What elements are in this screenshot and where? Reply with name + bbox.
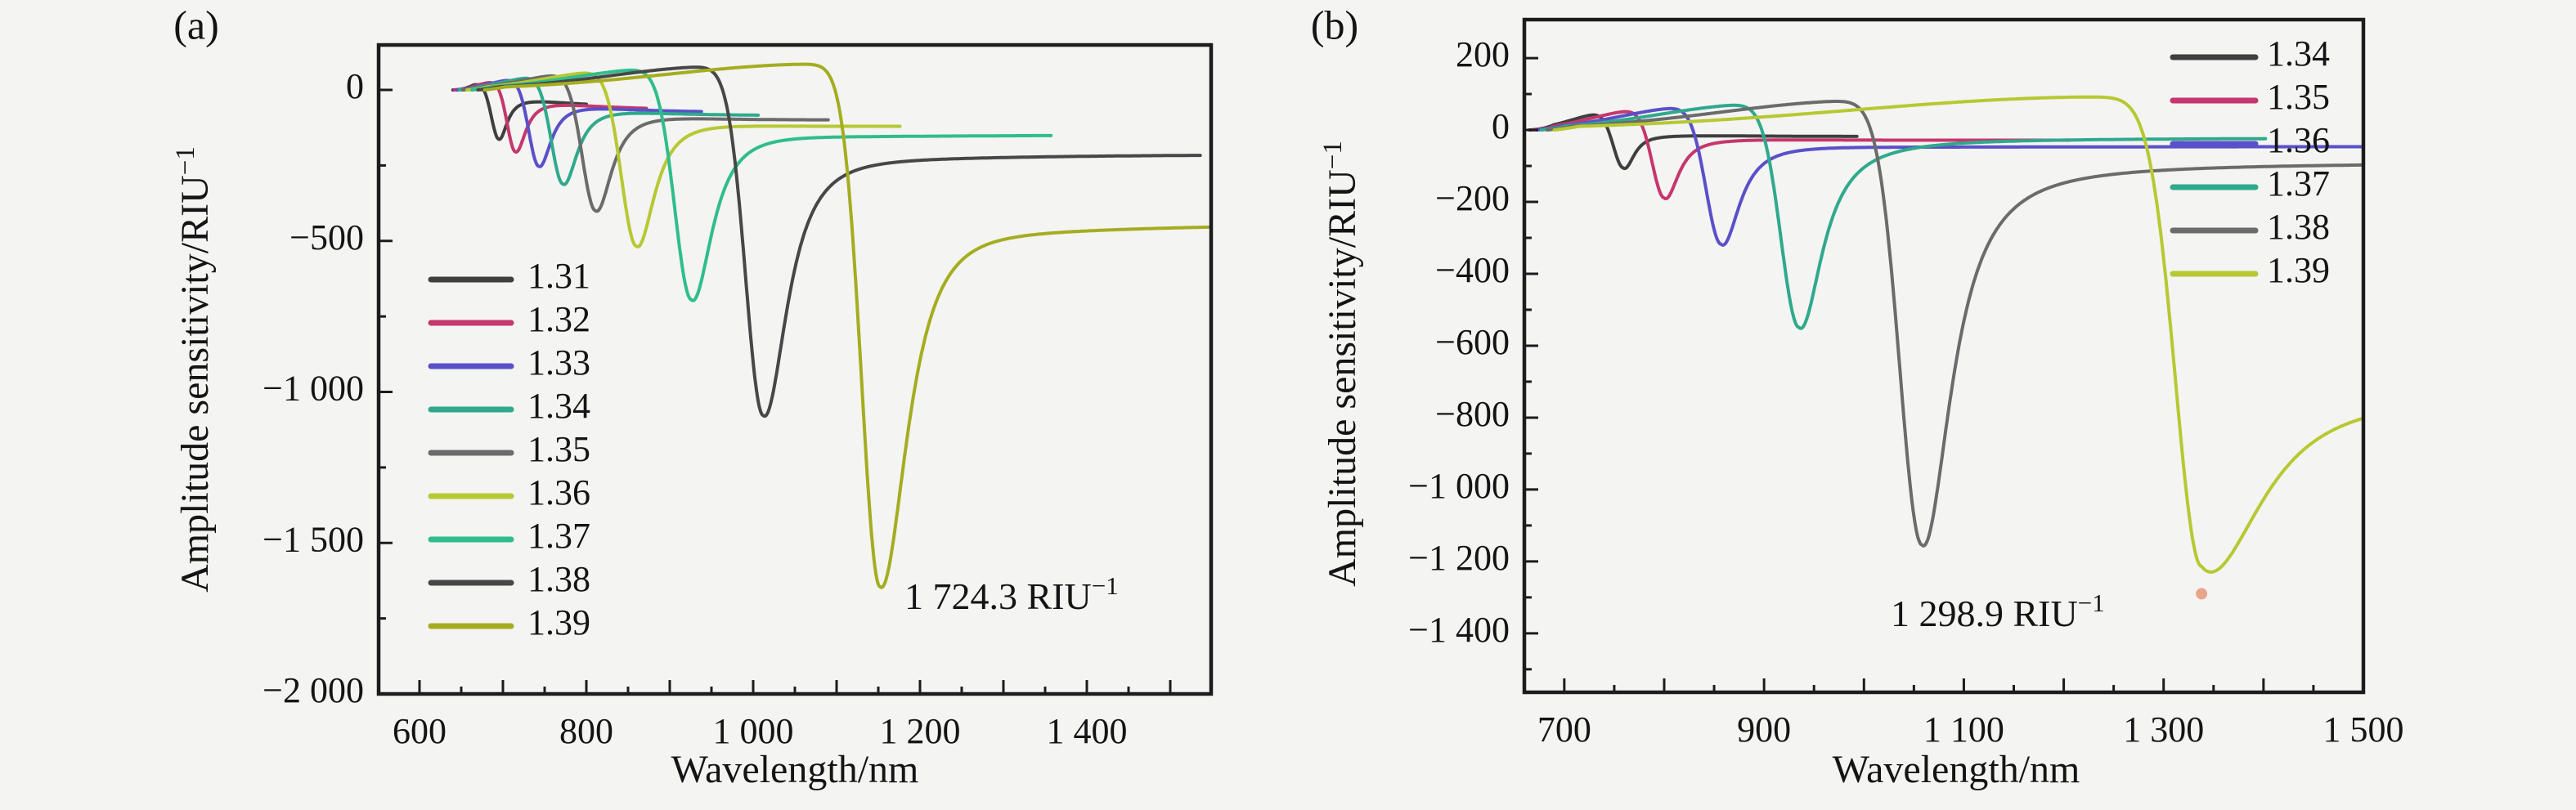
curves-group	[1528, 95, 2363, 574]
series-curve-ri-1.37	[470, 68, 1053, 302]
series-curve-ri-1.35	[461, 74, 830, 213]
series-curve-ri-1.39	[1552, 95, 2363, 574]
y-axis-label: Amplitude sensitivity/RIU−1	[1318, 141, 1364, 587]
legend-label: 1.38	[527, 559, 590, 599]
x-tick-label: 600	[393, 711, 447, 751]
y-tick-label: −800	[1435, 394, 1510, 434]
legend-label: 1.35	[527, 429, 590, 469]
legend-label: 1.34	[527, 386, 590, 426]
x-tick-label: 1 000	[712, 711, 793, 751]
legend-item-1.36: 1.36	[2170, 120, 2330, 160]
legend-item-1.37: 1.37	[428, 516, 590, 556]
y-tick-label: −600	[1435, 322, 1510, 362]
plot-box	[1522, 17, 2366, 695]
legend-item-1.33: 1.33	[428, 342, 590, 383]
y-tick-label: −1 000	[1408, 466, 1510, 506]
legend-label: 1.33	[527, 342, 590, 383]
legend-label: 1.39	[2267, 250, 2330, 290]
series-curve-ri-1.38	[1546, 100, 2363, 548]
legend-label: 1.35	[2267, 77, 2330, 117]
series-curve-ri-1.35	[1530, 110, 2071, 200]
legend-item-1.35: 1.35	[428, 429, 590, 469]
y-tick-label: 200	[1456, 34, 1510, 74]
curves-group	[451, 62, 1211, 589]
legend-item-1.38: 1.38	[2170, 207, 2330, 247]
legend-label: 1.31	[527, 256, 590, 296]
dip-vertex-marker	[2196, 588, 2208, 600]
legend-item-1.35: 1.35	[2170, 77, 2330, 117]
x-tick-label: 1 100	[1923, 709, 2004, 750]
y-tick-label: −1 000	[263, 369, 364, 409]
legend-label: 1.36	[527, 472, 590, 512]
legend-item-1.39: 1.39	[428, 602, 590, 642]
legend-label: 1.34	[2267, 34, 2330, 74]
series-curve-ri-1.34	[457, 76, 761, 186]
legend-item-1.34: 1.34	[428, 386, 590, 426]
peak-sensitivity-annotation: 1 298.9 RIU−1	[1891, 588, 2105, 633]
x-tick-label: 1 400	[1047, 711, 1128, 751]
legend-label: 1.38	[2267, 207, 2330, 247]
legend-item-1.36: 1.36	[428, 472, 590, 512]
legend-item-1.34: 1.34	[2170, 34, 2330, 74]
y-tick-label: −1 500	[263, 519, 364, 559]
y-tick-label: −200	[1435, 178, 1510, 218]
legend-label: 1.32	[527, 299, 590, 339]
y-tick-label: −500	[289, 217, 364, 257]
legend-item-1.38: 1.38	[428, 559, 590, 599]
x-tick-label: 800	[559, 711, 613, 751]
legend: 1.341.351.361.371.381.39	[2170, 34, 2330, 290]
panel-b: 700 900 1 100 1 300 1 500 200 0 −200 −400 −600 −80…	[1311, 2, 2404, 791]
y-tick-label: 0	[1492, 106, 1510, 146]
legend-label: 1.37	[527, 516, 590, 556]
legend-item-1.39: 1.39	[2170, 250, 2330, 290]
legend-item-1.32: 1.32	[428, 299, 590, 339]
panel-letter-b: (b)	[1311, 2, 1358, 47]
series-curve-ri-1.39	[482, 62, 1211, 589]
x-axis-label: Wavelength/nm	[1833, 748, 2080, 791]
x-axis-label: Wavelength/nm	[671, 748, 919, 791]
x-tick-label: 700	[1537, 709, 1591, 750]
y-tick-label: −2 000	[263, 670, 364, 710]
panel-letter-a: (a)	[173, 2, 219, 47]
panel-a: 600 800 1 000 1 200 1 400 0 −500 −1 000 −1 500 −2…	[171, 2, 1214, 791]
legend-label: 1.37	[2267, 163, 2330, 204]
legend-item-1.31: 1.31	[428, 256, 590, 296]
x-tick-label: 1 200	[880, 711, 961, 751]
x-tick-label: 1 300	[2123, 709, 2204, 750]
x-tick-label: 900	[1737, 709, 1791, 750]
legend-item-1.37: 1.37	[2170, 163, 2330, 204]
y-tick-label: −1 200	[1408, 538, 1510, 578]
x-tick-label: 1 500	[2323, 709, 2404, 750]
y-axis-label: Amplitude sensitivity/RIU−1	[171, 146, 217, 593]
peak-sensitivity-annotation: 1 724.3 RIU−1	[904, 571, 1119, 616]
legend-label: 1.39	[527, 602, 590, 642]
legend: 1.311.321.331.341.351.361.371.381.39	[428, 256, 590, 642]
series-curve-ri-1.36	[465, 71, 902, 248]
series-curve-ri-1.36	[1534, 106, 2363, 247]
y-tick-label: 0	[346, 66, 364, 106]
series-curve-ri-1.38	[476, 65, 1202, 418]
y-tick-label: −400	[1435, 250, 1510, 290]
y-tick-label: −1 400	[1408, 610, 1510, 650]
legend-label: 1.36	[2267, 120, 2330, 160]
